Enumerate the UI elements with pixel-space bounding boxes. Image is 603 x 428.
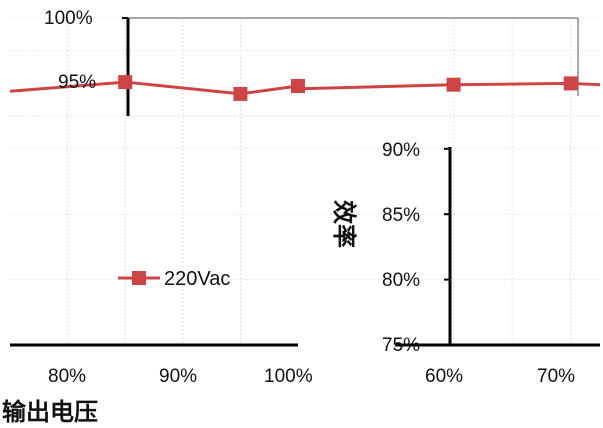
- y-tick-label-90: 90%: [382, 140, 420, 161]
- x-tick-label-90: 90%: [159, 366, 197, 387]
- y-axis-title: 效率: [330, 200, 358, 248]
- series-line-right: [304, 81, 601, 91]
- series-point-4: [563, 76, 578, 91]
- legend-marker: [132, 271, 146, 285]
- legend-label: 220Vac: [164, 268, 230, 290]
- series-point-2: [291, 79, 305, 93]
- legend: 220Vac: [118, 268, 230, 290]
- y-tick-label-95: 95%: [58, 72, 96, 93]
- axes: [10, 17, 600, 347]
- x-tick-label-60: 60%: [425, 366, 463, 387]
- series-point-0: [118, 75, 133, 90]
- x-axis-title: 输出电压: [2, 398, 98, 426]
- x-tick-label-100: 100%: [264, 366, 313, 387]
- x-tick-label-80: 80%: [48, 366, 86, 387]
- gridlines: [10, 17, 600, 345]
- series-line-left: [9, 80, 299, 96]
- series-layer: [9, 75, 601, 101]
- x-tick-label-70: 70%: [537, 366, 575, 387]
- series-point-1: [233, 86, 248, 101]
- y-tick-label-75: 75%: [382, 335, 420, 356]
- series-point-3: [446, 77, 461, 92]
- y-tick-label-100: 100%: [44, 8, 93, 29]
- y-tick-label-80: 80%: [382, 270, 420, 291]
- y-tick-label-85: 85%: [382, 205, 420, 226]
